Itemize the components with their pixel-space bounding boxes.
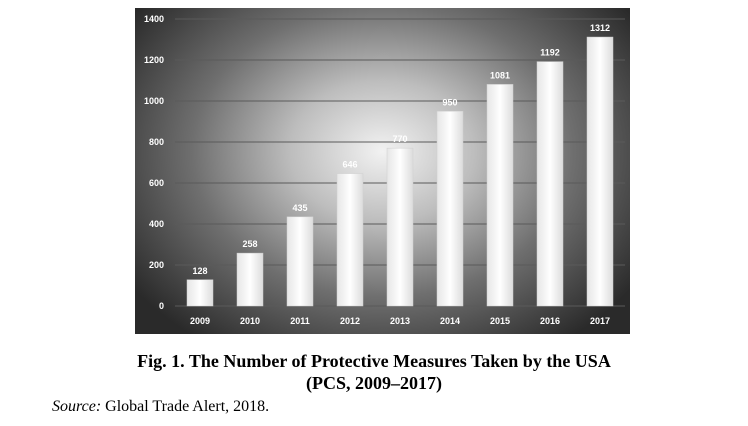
bar-2016 [536,61,564,307]
source-text: Global Trade Alert, 2018. [101,398,270,415]
x-tick-label: 2014 [440,316,460,326]
y-tick-label: 1000 [144,96,164,106]
x-tick-label: 2011 [290,316,310,326]
bar-2010 [236,252,264,307]
y-tick-label: 1400 [144,14,164,24]
data-label: 258 [242,239,257,249]
y-tick-label: 600 [149,178,164,188]
data-label: 950 [442,97,457,107]
data-label: 1081 [490,70,510,80]
caption-line-2: (PCS, 2009–2017) [306,373,442,393]
y-tick-label: 800 [149,137,164,147]
y-tick-label: 400 [149,219,164,229]
x-axis-categories: 2009 2010 2011 2012 2013 2014 2015 2016 2017 [190,316,610,326]
bars [186,36,614,307]
x-tick-label: 2010 [240,316,260,326]
y-axis-ticks: 0 200 400 600 800 1000 1200 1400 [144,14,164,311]
bar-2011 [286,216,314,307]
x-tick-label: 2015 [490,316,510,326]
x-tick-label: 2017 [590,316,610,326]
data-label: 1192 [540,48,560,58]
source-label: Source: [52,398,102,415]
data-label: 435 [292,203,307,213]
figure-caption: Fig. 1. The Number of Protective Measure… [0,350,748,394]
caption-line-1: Fig. 1. The Number of Protective Measure… [137,351,611,371]
source-note: Source: Global Trade Alert, 2018. [52,398,269,416]
bar-2014 [436,111,464,307]
bar-chart: 0 200 400 600 800 1000 1200 1400 128 258 435 646 77… [144,14,625,326]
chart-panel: 0 200 400 600 800 1000 1200 1400 128 258 435 646 77… [135,8,630,334]
y-tick-label: 0 [159,301,164,311]
data-label: 128 [192,266,207,276]
bar-2013 [386,147,414,307]
x-tick-label: 2012 [340,316,360,326]
data-labels: 128 258 435 646 770 950 1081 1192 1312 [192,23,610,276]
y-tick-label: 200 [149,260,164,270]
x-tick-label: 2016 [540,316,560,326]
bar-2017 [586,36,614,307]
x-tick-label: 2013 [390,316,410,326]
data-label: 1312 [590,23,610,33]
data-label: 646 [342,160,357,170]
data-label: 770 [392,134,407,144]
y-tick-label: 1200 [144,55,164,65]
bar-2012 [336,173,364,307]
bar-2009 [186,279,214,307]
bar-2015 [486,84,514,307]
x-tick-label: 2009 [190,316,210,326]
